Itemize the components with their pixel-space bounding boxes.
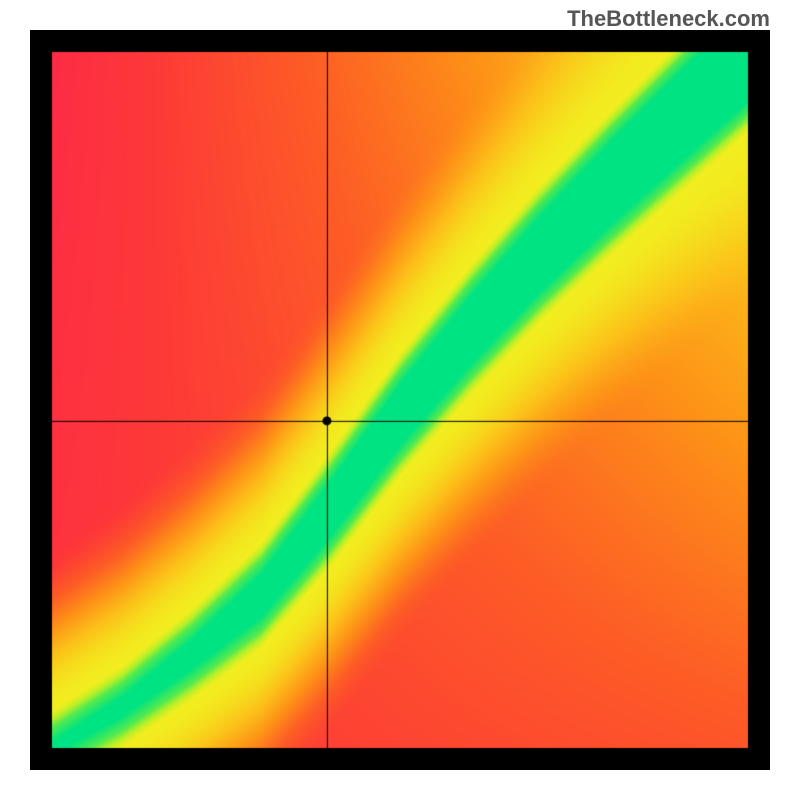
plot-frame (30, 30, 770, 770)
chart-container: TheBottleneck.com (0, 0, 800, 800)
attribution-text: TheBottleneck.com (567, 6, 770, 32)
heatmap-canvas (30, 30, 770, 770)
